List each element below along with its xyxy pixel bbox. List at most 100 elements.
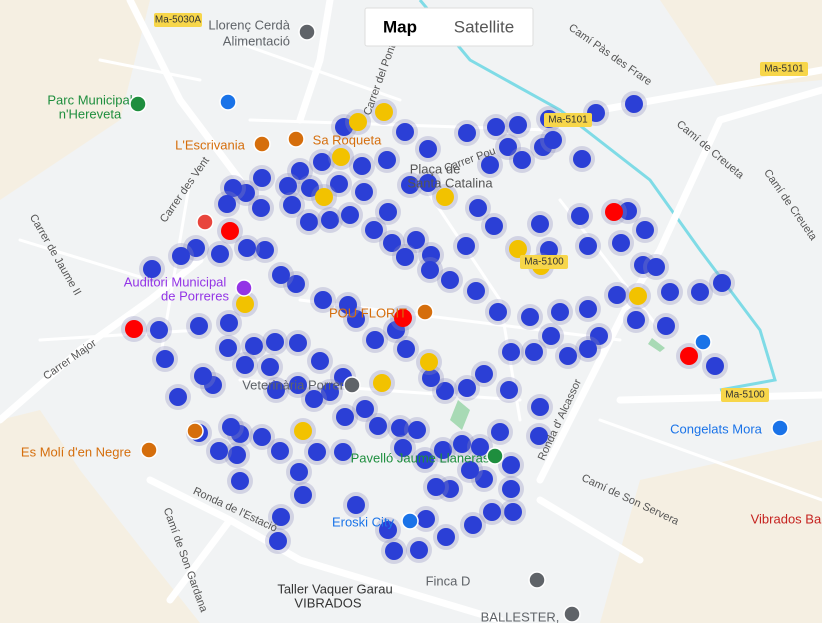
- marker: [194, 367, 212, 385]
- place-label: n'Hereveta: [59, 106, 122, 121]
- marker: [542, 327, 560, 345]
- poi-icon: [486, 447, 504, 465]
- marker: [224, 179, 242, 197]
- marker: [231, 472, 249, 490]
- marker: [464, 516, 482, 534]
- marker: [219, 339, 237, 357]
- marker: [269, 532, 287, 550]
- marker: [253, 169, 271, 187]
- marker: [469, 199, 487, 217]
- place-label: Sa Roqueta: [313, 132, 382, 147]
- marker: [190, 317, 208, 335]
- marker: [437, 528, 455, 546]
- marker: [657, 317, 675, 335]
- marker: [311, 352, 329, 370]
- marker: [218, 195, 236, 213]
- marker: [647, 258, 665, 276]
- marker: [313, 153, 331, 171]
- marker: [579, 340, 597, 358]
- marker: [441, 480, 459, 498]
- map-button[interactable]: Map: [383, 17, 417, 36]
- marker: [347, 496, 365, 514]
- marker: [525, 343, 543, 361]
- place-label: Taller Vaquer Garau: [277, 581, 392, 596]
- marker: [457, 237, 475, 255]
- marker: [125, 320, 143, 338]
- poi-icon: [235, 279, 253, 297]
- marker: [294, 486, 312, 504]
- marker: [290, 463, 308, 481]
- poi-icon: [196, 213, 214, 231]
- marker: [502, 456, 520, 474]
- marker: [661, 283, 679, 301]
- marker: [396, 123, 414, 141]
- place-label: Finca D: [426, 573, 471, 588]
- marker: [330, 175, 348, 193]
- marker: [220, 314, 238, 332]
- marker: [590, 327, 608, 345]
- marker: [356, 400, 374, 418]
- place-label: L'Escrivania: [175, 137, 245, 152]
- marker: [375, 103, 393, 121]
- marker: [383, 234, 401, 252]
- marker: [619, 202, 637, 220]
- marker: [321, 383, 339, 401]
- marker: [379, 521, 397, 539]
- marker: [253, 428, 271, 446]
- place-label: BALLESTER,: [481, 609, 560, 623]
- marker: [339, 296, 357, 314]
- marker: [420, 353, 438, 371]
- route-shield: [544, 113, 592, 127]
- marker: [210, 442, 228, 460]
- marker: [394, 439, 412, 457]
- marker: [417, 510, 435, 528]
- route-shield: [721, 388, 769, 402]
- poi-icon: [694, 333, 712, 351]
- place-label: Santa Catalina: [407, 175, 493, 190]
- marker: [314, 291, 332, 309]
- place-label: Alimentació: [223, 33, 290, 48]
- marker: [627, 311, 645, 329]
- marker: [256, 241, 274, 259]
- marker: [509, 240, 527, 258]
- marker: [475, 470, 493, 488]
- marker: [475, 365, 493, 383]
- land: [0, 0, 150, 200]
- marker: [391, 419, 409, 437]
- marker: [551, 303, 569, 321]
- poi-icon: [771, 419, 789, 437]
- route-label: Ma-5030A: [155, 15, 201, 26]
- marker: [421, 261, 439, 279]
- marker: [238, 239, 256, 257]
- marker: [271, 442, 289, 460]
- marker: [385, 542, 403, 560]
- satellite-button[interactable]: Satellite: [454, 17, 514, 36]
- place-label: Auditori Municipal: [124, 274, 227, 289]
- marker: [491, 423, 509, 441]
- marker: [481, 156, 499, 174]
- marker: [332, 148, 350, 166]
- marker: [458, 379, 476, 397]
- marker: [483, 503, 501, 521]
- route-label: Ma-5100: [524, 257, 564, 268]
- marker: [221, 222, 239, 240]
- marker: [419, 174, 437, 192]
- marker: [396, 248, 414, 266]
- marker: [458, 124, 476, 142]
- marker: [294, 422, 312, 440]
- marker: [530, 427, 548, 445]
- marker: [321, 211, 339, 229]
- marker: [422, 369, 440, 387]
- marker: [355, 183, 373, 201]
- route-shield: [520, 255, 568, 269]
- marker: [680, 347, 698, 365]
- marker: [441, 271, 459, 289]
- route-label: Ma-5100: [725, 390, 765, 401]
- map-type-control: Map Satellite: [364, 7, 534, 47]
- marker: [416, 451, 434, 469]
- marker: [279, 177, 297, 195]
- marker: [211, 245, 229, 263]
- marker: [236, 295, 254, 313]
- land: [600, 440, 822, 623]
